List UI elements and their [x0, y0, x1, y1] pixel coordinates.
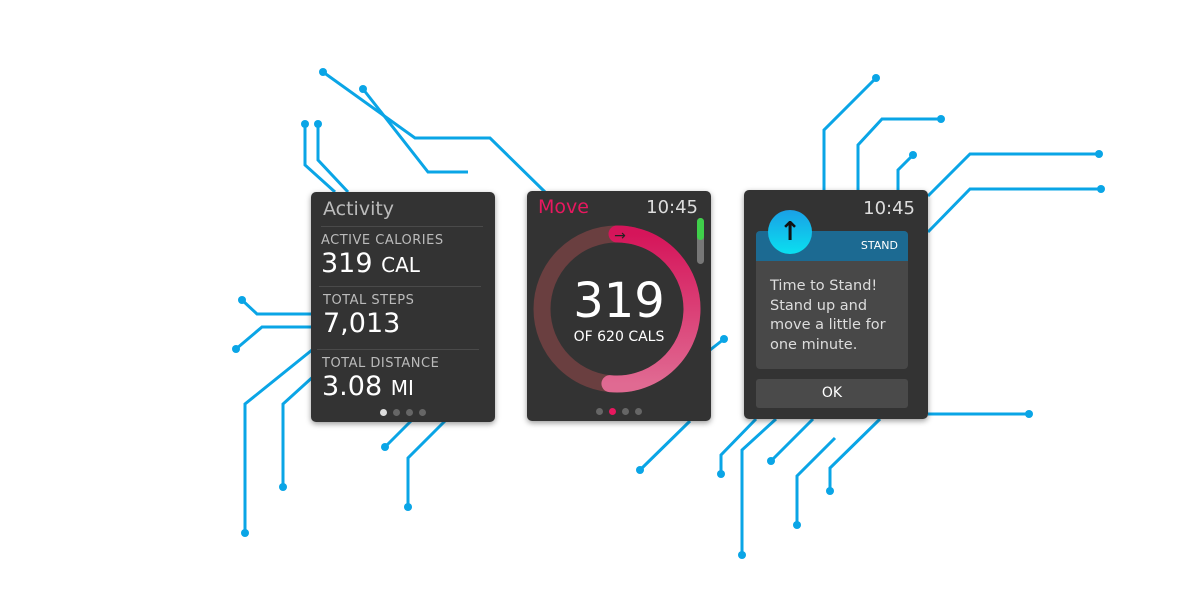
notification-message: Stand up and move a little for one minut… — [770, 297, 886, 353]
stat-active-calories: ACTIVE CALORIES 319 CAL — [321, 233, 444, 279]
circuit-line — [243, 348, 313, 533]
notification-card: STAND Time to Stand! Stand up and move a… — [756, 231, 908, 369]
arrow-up-icon: ↑ — [768, 210, 812, 254]
stat-total-distance: TOTAL DISTANCE 3.08 MI — [322, 356, 440, 402]
circuit-line — [926, 187, 1101, 234]
circuit-node — [232, 345, 240, 353]
circuit-line — [769, 417, 815, 463]
circuit-line — [383, 418, 414, 449]
move-watch-screen: Move 10:45 → 319 OF 620 CALS — [527, 191, 711, 421]
page-indicator[interactable] — [311, 409, 495, 416]
circuit-node — [872, 74, 880, 82]
circuit-line — [235, 325, 312, 351]
circuit-line — [303, 124, 337, 194]
circuit-line — [361, 88, 468, 174]
page-indicator[interactable] — [527, 408, 711, 415]
circuit-node — [319, 68, 327, 76]
activity-title: Activity — [323, 198, 395, 220]
circuit-node — [381, 443, 389, 451]
circuit-node — [636, 466, 644, 474]
circuit-line — [896, 153, 915, 190]
circuit-line — [828, 417, 882, 491]
circuit-node — [909, 151, 917, 159]
circuit-line — [719, 417, 758, 474]
circuit-node — [238, 296, 246, 304]
stat-total-steps: TOTAL STEPS 7,013 — [323, 293, 415, 339]
circuit-line — [856, 117, 941, 190]
circuit-node — [404, 503, 412, 511]
ok-button[interactable]: OK — [756, 379, 908, 408]
circuit-node — [826, 487, 834, 495]
circuit-line — [795, 436, 837, 525]
circuit-node — [738, 551, 746, 559]
circuit-line — [740, 417, 778, 555]
move-title: Move — [538, 196, 589, 218]
circuit-node — [937, 115, 945, 123]
circuit-line — [822, 76, 878, 190]
scroll-indicator[interactable] — [697, 218, 704, 264]
circuit-line — [638, 419, 692, 472]
circuit-node — [314, 120, 322, 128]
circuit-line — [316, 124, 350, 194]
circuit-node — [241, 529, 249, 537]
circuit-line — [322, 70, 547, 194]
circuit-node — [1095, 150, 1103, 158]
circuit-node — [767, 457, 775, 465]
circuit-line — [281, 373, 317, 487]
circuit-line — [240, 298, 312, 316]
move-ring: → — [533, 225, 701, 393]
clock-time: 10:45 — [646, 197, 698, 218]
circuit-node — [793, 521, 801, 529]
circuit-node — [359, 85, 367, 93]
circuit-node — [720, 335, 728, 343]
clock-time: 10:45 — [863, 198, 915, 219]
circuit-node — [1025, 410, 1033, 418]
move-goal: OF 620 CALS — [573, 329, 665, 345]
ring-progress — [601, 225, 701, 393]
notification-heading: Time to Stand! — [770, 278, 878, 294]
circuit-node — [1097, 185, 1105, 193]
circuit-node — [301, 120, 309, 128]
activity-watch-screen: Activity ACTIVE CALORIES 319 CAL TOTAL S… — [311, 192, 495, 422]
circuit-node — [717, 470, 725, 478]
stand-watch-screen: 10:45 STAND Time to Stand! Stand up and … — [744, 190, 928, 419]
circuit-node — [279, 483, 287, 491]
circuit-line — [926, 152, 1099, 198]
circuit-line — [406, 418, 448, 507]
move-value: 319 — [573, 273, 665, 329]
arrow-right-icon: → — [614, 228, 626, 244]
